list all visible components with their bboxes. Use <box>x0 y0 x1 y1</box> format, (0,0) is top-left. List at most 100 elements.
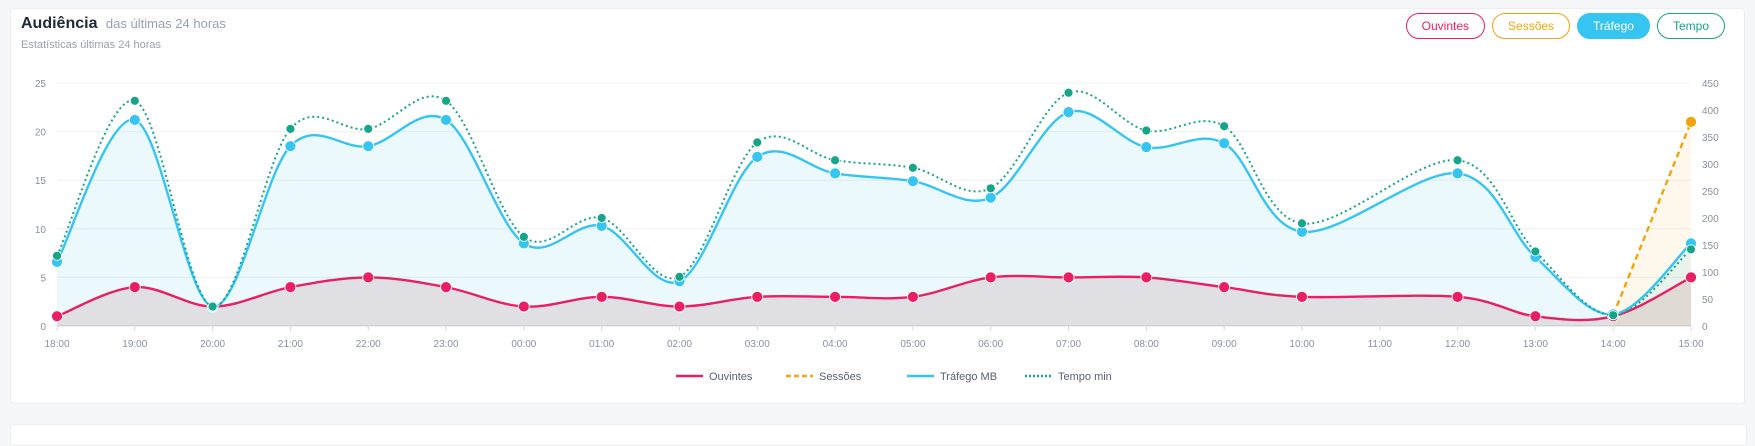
sessoes-button[interactable]: Sessões <box>1492 13 1571 39</box>
x-tick-label: 05:00 <box>900 339 925 350</box>
y-left-tick-label: 15 <box>35 176 47 187</box>
audience-card <box>10 8 1745 404</box>
data-point <box>1063 87 1074 98</box>
x-tick-label: 06:00 <box>978 339 1003 350</box>
y-left-tick-label: 25 <box>35 79 47 90</box>
data-point <box>129 95 140 106</box>
y-right-tick-label: 250 <box>1702 187 1719 198</box>
data-point <box>362 140 375 153</box>
data-point <box>128 281 141 294</box>
card-subtitle: Estatísticas últimas 24 horas <box>21 39 162 51</box>
data-point <box>984 271 997 284</box>
data-point <box>1296 290 1308 303</box>
data-point <box>595 290 608 303</box>
data-point <box>1219 121 1230 132</box>
x-tick-label: 08:00 <box>1134 339 1159 350</box>
data-point <box>908 162 918 173</box>
data-point <box>829 290 841 303</box>
x-tick-label: 07:00 <box>1056 339 1081 350</box>
series-area-2 <box>57 110 1691 326</box>
x-tick-label: 13:00 <box>1523 339 1548 350</box>
data-point <box>751 150 764 163</box>
card-title-suffix: das últimas 24 horas <box>105 16 226 31</box>
data-point <box>1452 155 1463 166</box>
data-point <box>1140 141 1153 154</box>
ouvintes-button[interactable]: Ouvintes <box>1405 13 1486 39</box>
data-point <box>1608 310 1619 321</box>
data-point <box>984 191 997 204</box>
x-tick-label: 14:00 <box>1601 339 1626 350</box>
data-point <box>284 281 297 294</box>
data-point <box>285 123 296 134</box>
y-right-tick-label: 200 <box>1702 214 1719 225</box>
data-point <box>1451 290 1464 303</box>
series-line-2 <box>55 109 1692 316</box>
tempo-button[interactable]: Tempo <box>1656 13 1725 39</box>
y-left-tick-label: 10 <box>35 225 47 236</box>
x-tick-label: 00:00 <box>511 339 536 350</box>
data-point <box>363 123 374 134</box>
x-tick-label: 11:00 <box>1368 339 1393 350</box>
x-tick-label: 21:00 <box>278 339 303 350</box>
y-left-tick-label: 20 <box>35 128 47 139</box>
data-point <box>52 250 62 261</box>
card-title: Audiência <box>21 15 98 32</box>
data-point <box>1140 271 1153 284</box>
data-point <box>907 290 919 303</box>
card-header: Audiência das últimas 24 horas Estatísti… <box>21 15 226 51</box>
data-point <box>673 300 686 313</box>
legend-label: Ouvintes <box>709 371 753 383</box>
x-tick-label: 22:00 <box>356 339 381 350</box>
data-point <box>830 155 840 166</box>
data-point <box>907 175 919 188</box>
data-point <box>284 140 297 153</box>
data-point <box>441 95 451 106</box>
x-tick-label: 01:00 <box>589 339 614 350</box>
x-tick-label: 23:00 <box>434 339 459 350</box>
data-point <box>207 301 218 312</box>
data-point <box>51 310 63 323</box>
series-line-3 <box>56 90 1692 317</box>
x-tick-label: 15:00 <box>1678 339 1703 350</box>
data-point <box>751 290 764 303</box>
data-point <box>829 167 841 180</box>
series-line-1 <box>1612 121 1693 316</box>
x-tick-label: 20:00 <box>200 339 225 350</box>
data-point <box>1451 167 1464 180</box>
series-toggle-group: Ouvintes Sessões Tráfego Tempo <box>1405 13 1725 39</box>
legend-label: Sessões <box>819 371 862 383</box>
legend-label: Tempo min <box>1058 371 1112 383</box>
y-right-tick-label: 400 <box>1702 106 1719 117</box>
series-area-0 <box>57 275 1691 326</box>
data-point <box>1297 218 1307 229</box>
y-right-tick-label: 150 <box>1702 241 1719 252</box>
data-point <box>1062 106 1075 119</box>
data-point <box>1530 246 1541 257</box>
y-right-tick-label: 50 <box>1702 295 1714 306</box>
x-tick-label: 10:00 <box>1289 339 1314 350</box>
y-right-tick-label: 100 <box>1702 268 1719 279</box>
x-tick-label: 03:00 <box>745 339 770 350</box>
data-point <box>674 271 685 282</box>
data-point <box>1685 115 1697 128</box>
y-right-tick-label: 350 <box>1702 133 1719 144</box>
x-tick-label: 09:00 <box>1212 339 1237 350</box>
data-point <box>985 183 996 194</box>
x-tick-label: 19:00 <box>122 339 147 350</box>
y-right-tick-label: 450 <box>1702 79 1719 90</box>
data-point <box>1529 310 1542 323</box>
x-tick-label: 02:00 <box>667 339 692 350</box>
trafego-button[interactable]: Tráfego <box>1577 13 1650 39</box>
data-point <box>596 213 607 223</box>
data-point <box>128 114 141 126</box>
data-point <box>517 300 530 313</box>
legend-label: Tráfego MB <box>940 371 997 383</box>
x-tick-label: 04:00 <box>823 339 848 350</box>
x-tick-label: 12:00 <box>1445 339 1470 350</box>
data-point <box>1218 137 1231 150</box>
data-point <box>1685 271 1697 284</box>
data-point <box>362 271 375 284</box>
data-point <box>1686 244 1696 255</box>
data-point <box>440 281 452 294</box>
y-left-tick-label: 5 <box>40 273 46 284</box>
